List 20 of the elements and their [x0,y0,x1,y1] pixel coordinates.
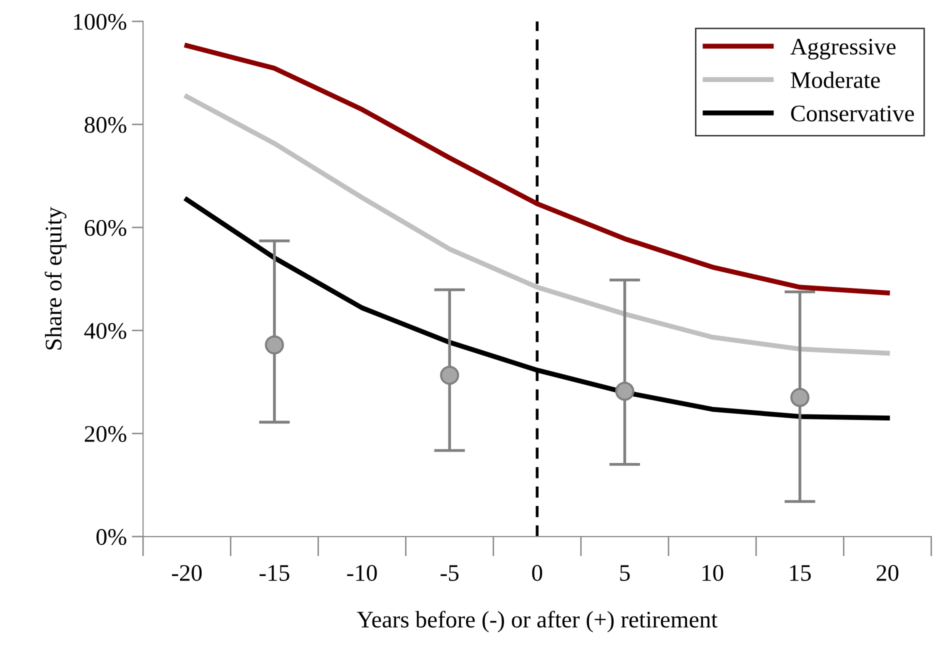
y-axis-title: Share of equity [44,206,66,350]
x-tick-label: 20 [876,565,898,581]
x-tick-label: 5 [620,565,630,581]
x-tick-label: -5 [440,565,458,581]
x-tick-label: 15 [790,565,811,581]
x-tick-label: 0 [532,565,542,581]
y-tick-label: 40% [84,322,126,339]
y-tick-label: 80% [84,116,126,133]
x-axis-title: Years before (-) or after (+) retirement [356,610,718,632]
x-tick-label: -20 [172,565,202,581]
y-tick-label: 0% [96,529,126,546]
legend-label: Conservative [791,106,914,122]
x-tick-label: -10 [347,565,377,581]
x-tick-label: 10 [702,565,724,581]
y-tick-label: 60% [84,220,126,236]
y-tick-label: 100% [74,14,126,30]
legend-label: Aggressive [790,38,896,60]
legend-label: Moderate [790,71,880,88]
x-tick-label: -15 [260,565,290,581]
y-tick-label: 20% [84,426,126,442]
